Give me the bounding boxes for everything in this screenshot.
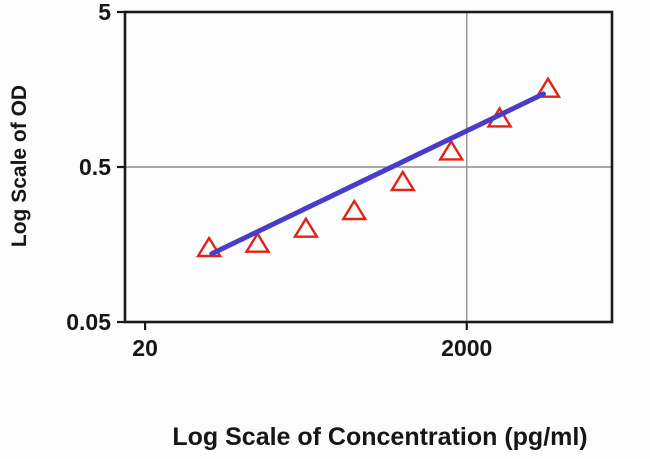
data-point-triangle: [244, 231, 271, 253]
y-axis-title: Log Scale of OD: [8, 84, 31, 248]
data-point-triangle: [389, 169, 416, 192]
y-tick-label: 0.05: [66, 309, 111, 335]
x-axis-title: Log Scale of Concentration (pg/ml): [172, 423, 588, 451]
trend-line: [209, 91, 546, 257]
data-point-triangle: [195, 235, 223, 258]
data-point-triangle: [341, 198, 368, 221]
data-point-triangle: [438, 139, 465, 161]
x-tick-label: 2000: [441, 335, 492, 361]
y-tick-label: 5: [98, 0, 111, 25]
data-point-triangle: [534, 76, 562, 98]
y-tick-label: 0.5: [79, 154, 111, 180]
x-tick-label: 20: [132, 335, 158, 361]
data-point-triangle: [292, 216, 320, 238]
